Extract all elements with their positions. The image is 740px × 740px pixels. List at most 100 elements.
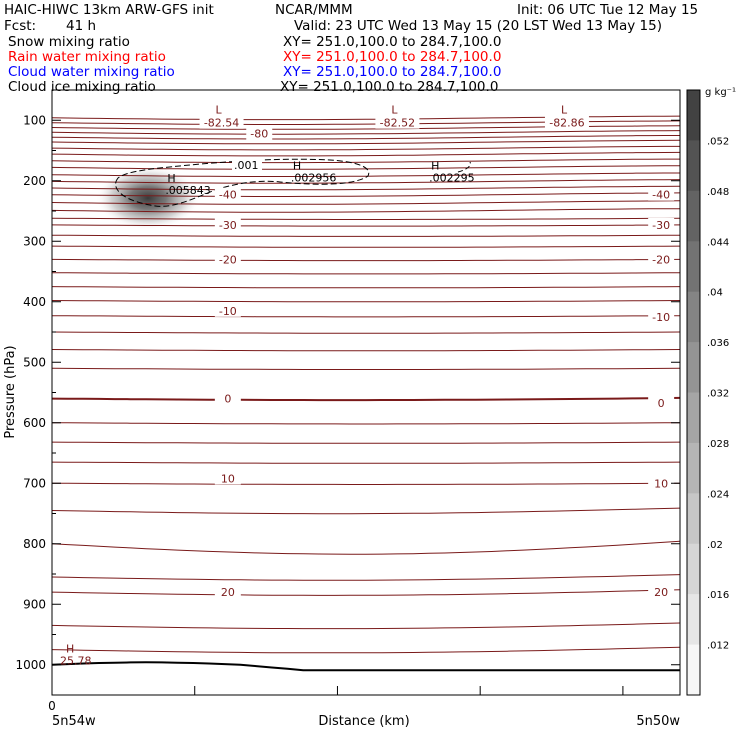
- contour-label-bg: [214, 252, 241, 266]
- temperature-line: [52, 245, 680, 248]
- temperature-line: [52, 367, 680, 370]
- y-tick-label: 800: [23, 537, 46, 551]
- contour-label-bg: [214, 187, 241, 201]
- temperature-line: [52, 461, 680, 464]
- y-tick-label: 600: [23, 416, 46, 430]
- contour-label: -30: [219, 219, 237, 232]
- temperature-contours: [52, 115, 680, 672]
- snow-max-value: .005843: [165, 184, 211, 197]
- contour-label: -40: [652, 189, 670, 202]
- temperature-line: [52, 224, 680, 227]
- colorbar-swatch: [687, 644, 700, 696]
- temperature-line: [52, 349, 680, 352]
- colorbar-swatch: [687, 594, 700, 646]
- colorbar-tick-label: .024: [707, 489, 729, 500]
- colorbar-tick-label: .052: [707, 136, 729, 147]
- temperature-line: [52, 272, 680, 275]
- x-left-location: 5n54w: [52, 714, 96, 729]
- temperature-line: [52, 130, 680, 135]
- x-axis: [194, 686, 624, 695]
- snow-max-value: .002956: [291, 172, 337, 185]
- colorbar-tick-label: .044: [707, 237, 729, 248]
- temperature-line: [52, 441, 680, 444]
- surface-high-value: 25.78: [60, 655, 92, 668]
- temperature-line: [52, 589, 680, 596]
- contour-label-bg: [648, 476, 675, 490]
- field-cloudice-xy: XY= 251.0,100.0 to 284.7,100.0: [280, 79, 499, 95]
- field-cloudwater-name: Cloud water mixing ratio: [8, 64, 175, 80]
- temperature-line: [52, 315, 680, 318]
- colorbar-swatch: [687, 543, 700, 595]
- temperature-low-mark: L: [216, 103, 223, 116]
- temperature-low-mark: L: [561, 103, 568, 116]
- terrain-line: [52, 661, 680, 672]
- y-tick-label: 300: [23, 234, 46, 248]
- valid-time: Valid: 23 UTC Wed 13 May 15 (20 LST Wed …: [294, 18, 662, 34]
- snow-level-label: .001: [234, 159, 259, 172]
- surface-high-mark: H: [66, 642, 74, 655]
- colorbar-frame: [686, 89, 701, 696]
- temperature-line: [52, 200, 680, 205]
- snow-contour-outer: [115, 158, 370, 207]
- init-time: Init: 06 UTC Tue 12 May 15: [517, 2, 699, 18]
- contour-label: -20: [219, 253, 237, 266]
- contour-label: -30: [652, 219, 670, 232]
- snow-level-bg: [232, 159, 262, 171]
- extrema-label-bg: [375, 115, 420, 129]
- colorbar-swatch: [687, 90, 700, 141]
- contour-label: 0: [224, 393, 231, 406]
- temperature-low-value: -82.86: [549, 117, 584, 130]
- temperature-line: [52, 622, 680, 630]
- contour-label: -10: [652, 311, 670, 324]
- field-rain-name: Rain water mixing ratio: [8, 49, 166, 65]
- field-snow-name: Snow mixing ratio: [8, 34, 130, 50]
- temperature-low-value: -82.54: [204, 117, 239, 130]
- temperature-line: [52, 185, 680, 191]
- contour-label-bg: [214, 391, 241, 405]
- contour-label-bg: [214, 303, 241, 317]
- temperature-line: [52, 135, 680, 140]
- colorbar-swatch: [687, 342, 700, 393]
- temperature-line: [52, 396, 680, 402]
- colorbar-tick-label: .012: [707, 641, 729, 652]
- x-tick-zero: 0: [48, 699, 56, 713]
- y-tick-label: 200: [23, 174, 46, 188]
- y-tick-label: 400: [23, 295, 46, 309]
- contour-label: 10: [654, 477, 668, 490]
- colorbar-swatch: [687, 442, 700, 494]
- snow-max-mark: H: [293, 160, 301, 173]
- colorbar-tick-label: .032: [707, 389, 729, 400]
- forecast-label: Fcst:: [4, 18, 37, 34]
- contour-label-bg: [648, 585, 675, 599]
- extrema-label-bg: [199, 115, 244, 129]
- temperature-line: [52, 646, 680, 654]
- contour-label: -20: [652, 253, 670, 266]
- temperature-line: [52, 139, 680, 145]
- snow-max-mark: H: [431, 160, 439, 173]
- temperature-line: [52, 286, 680, 289]
- colorbar-swatch: [687, 190, 700, 242]
- forecast-hours: 41 h: [66, 18, 97, 34]
- contour-label-bg: [648, 252, 675, 266]
- temperature-line: [52, 574, 680, 581]
- field-rain-xy: XY= 251.0,100.0 to 284.7,100.0: [283, 49, 502, 65]
- colorbar-tick-label: .028: [707, 439, 729, 450]
- temperature-line: [52, 507, 680, 515]
- org-label: NCAR/MMM: [275, 2, 353, 18]
- colorbar-swatch: [687, 493, 700, 545]
- field-snow-xy: XY= 251.0,100.0 to 284.7,100.0: [283, 34, 502, 50]
- temperature-line: [52, 422, 680, 425]
- y-tick-label: 900: [23, 597, 46, 611]
- colorbar-tick-label: .02: [707, 540, 723, 551]
- temperature-line: [52, 208, 680, 213]
- temperature-line: [52, 172, 680, 177]
- contour-label: 10: [221, 472, 235, 485]
- colorbar-tick-label: .036: [707, 338, 729, 349]
- snow-contour-right: [457, 161, 471, 173]
- temperature-line: [52, 482, 680, 485]
- contour-label: -80: [250, 128, 268, 141]
- colorbar-tick-label: .016: [707, 590, 729, 601]
- contour-label-bg: [648, 395, 675, 409]
